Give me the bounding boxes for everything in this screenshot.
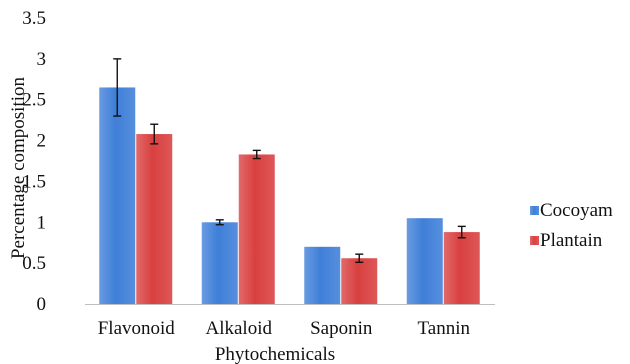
error-bar [457,225,466,239]
bar-plantain-alkaloid [238,154,275,304]
y-tick-label: 0 [37,294,47,315]
bar-cocoyam-alkaloid [201,222,238,304]
legend-label-cocoyam: Cocoyam [540,200,613,221]
y-tick-label: 1 [37,212,47,233]
error-bar [215,219,224,226]
bar-cocoyam-tannin [406,218,443,304]
x-axis: Flavonoid Alkaloid Saponin Tannin [85,304,495,339]
y-tick-label: 1.5 [22,171,46,192]
error-bar [355,253,364,264]
legend-label-plantain: Plantain [540,230,603,251]
y-tick-label: 3.5 [22,8,46,29]
y-axis-label: Percentage composition [8,76,29,259]
bar-plantain-tannin [443,232,480,304]
error-bar [150,123,159,145]
x-axis-label: Phytochemicals [215,344,335,364]
x-tick-label: Alkaloid [206,318,273,339]
x-tick-label: Saponin [310,318,373,339]
x-tick-label: Flavonoid [98,318,176,339]
bar-plantain-flavonoid [136,134,173,304]
error-bars [113,58,466,264]
bar-cocoyam-saponin [304,246,341,304]
y-tick-label: 3 [37,49,47,70]
y-axis: 0 0.5 1 1.5 2 2.5 3 3.5 [22,8,46,315]
bars [99,87,480,304]
legend: Cocoyam Plantain [530,200,613,251]
y-tick-label: 2.5 [22,90,46,111]
error-bar [252,149,261,160]
y-tick-label: 0.5 [22,253,46,274]
legend-swatch-cocoyam [530,206,539,215]
bar-cocoyam-flavonoid [99,87,136,304]
error-bar [113,58,122,117]
y-tick-label: 2 [37,131,47,152]
legend-swatch-plantain [530,236,539,245]
x-tick-label: Tannin [418,318,471,339]
bar-plantain-saponin [341,258,378,304]
